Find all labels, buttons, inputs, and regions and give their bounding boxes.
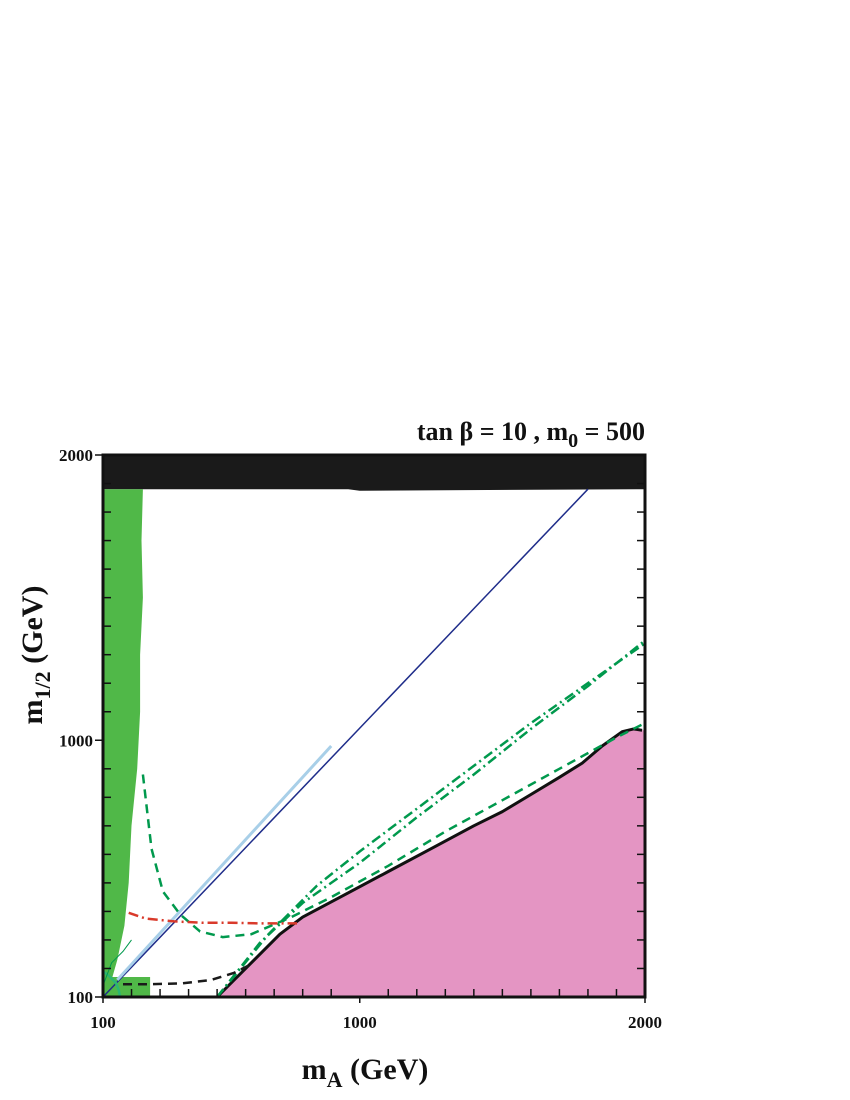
pink-region [217,728,645,997]
series-line-8 [123,964,250,986]
y-axis-label: m1/2 (GeV) [16,586,55,725]
series-line-10 [102,939,132,986]
plot-frame [101,453,647,999]
y-tick-label: 1000 [59,731,93,750]
y-tick-label: 2000 [59,446,93,465]
x-tick-label: 100 [90,1013,116,1032]
series-line-7 [128,911,297,925]
green-corner-region [103,977,151,997]
green-strip-region [103,489,143,989]
series-layer [102,488,646,999]
black-region [103,455,645,491]
regions-layer [103,455,645,997]
series-line-2 [116,744,333,981]
series-line-6 [216,642,646,998]
x-tick-label: 1000 [343,1013,377,1032]
chart-title: tan β = 10 , m0 = 500 [417,417,645,452]
x-axis-label: mA (GeV) [302,1053,429,1092]
y-tick-label: 100 [68,988,94,1007]
x-tick-label: 2000 [628,1013,662,1032]
series-line-4 [141,721,646,939]
series-line-1 [102,488,589,998]
